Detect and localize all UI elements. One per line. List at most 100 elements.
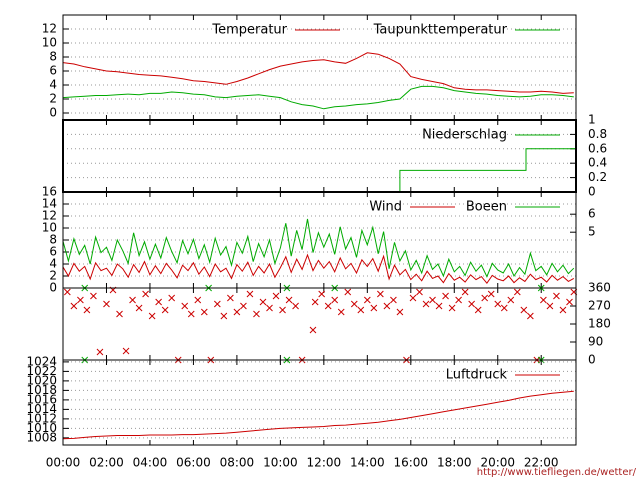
y-tick-label: 0.4 (588, 156, 607, 170)
y2-tick-label: 5 (588, 225, 596, 239)
y-tick-label: 10 (42, 36, 57, 50)
direction-point (103, 300, 110, 308)
direction-point (292, 302, 299, 310)
x-tick-label: 22:00 (524, 456, 559, 470)
direction-point (253, 310, 260, 318)
direction-point (540, 296, 547, 304)
y2-tick-label: 6 (588, 207, 596, 221)
legend-label: Boeen (466, 200, 507, 215)
direction-point (500, 304, 508, 312)
direction-point (233, 308, 241, 316)
direction-point (409, 294, 417, 302)
legend-label: Luftdruck (446, 368, 508, 383)
y-tick-label: 1022 (26, 364, 57, 378)
direction-point (246, 290, 254, 298)
y-tick-label: 1014 (26, 402, 57, 416)
x-tick-label: 08:00 (220, 456, 255, 470)
direction-point (285, 296, 293, 304)
direction-point (344, 288, 352, 296)
y-tick-label: 8 (49, 233, 57, 247)
direction-point (494, 300, 502, 308)
y-tick-label: 1016 (26, 392, 57, 406)
direction-point (324, 302, 332, 310)
y-tick-label: 0 (588, 353, 596, 367)
direction-point (396, 308, 404, 316)
y-tick-label: 360 (588, 281, 611, 295)
direction-point (161, 306, 169, 314)
direction-point (155, 298, 162, 306)
x-tick-label: 06:00 (176, 456, 211, 470)
direction-point (240, 302, 247, 310)
series-line (62, 85, 574, 110)
direction-point (337, 308, 345, 316)
series-line (62, 390, 574, 440)
direction-point (461, 288, 469, 296)
direction-point (357, 306, 365, 314)
y-tick-label: 1 (588, 113, 596, 127)
x-tick-label: 18:00 (437, 456, 472, 470)
direction-point (370, 304, 378, 312)
y-tick-label: 12 (42, 22, 57, 36)
footer-link: http://www.tiefliegen.de/wetter/ (477, 467, 637, 478)
y-tick-label: 2 (49, 92, 57, 106)
direction-point (435, 302, 443, 310)
direction-point (122, 347, 130, 355)
direction-point (559, 306, 567, 314)
direction-point (194, 296, 202, 304)
direction-point (553, 292, 560, 300)
direction-point (507, 296, 515, 304)
y-tick-label: 1010 (26, 421, 57, 435)
legend-label: Niederschlag (422, 128, 507, 143)
y-tick-label: 0 (49, 106, 57, 120)
x-tick-label: 12:00 (307, 456, 342, 470)
direction-point (363, 296, 371, 304)
direction-point (390, 296, 397, 304)
direction-point (148, 312, 156, 320)
x-tick-label: 00:00 (46, 456, 81, 470)
y-tick-label: 6 (49, 64, 57, 78)
y-tick-label: 12 (42, 209, 57, 223)
direction-point (309, 326, 317, 334)
direction-point (96, 348, 104, 356)
direction-point (77, 296, 84, 304)
series-line (62, 218, 575, 278)
y-tick-label: 4 (49, 257, 57, 271)
direction-point (546, 302, 554, 310)
y-tick-label: 14 (42, 197, 57, 211)
panel-frame (62, 359, 577, 446)
x-tick-label: 20:00 (480, 456, 515, 470)
y-tick-label: 0.6 (588, 141, 607, 155)
direction-point (481, 294, 489, 302)
direction-point (181, 302, 189, 310)
direction-point (135, 304, 143, 312)
direction-point (429, 296, 436, 304)
direction-point (187, 310, 195, 318)
direction-point (566, 298, 573, 306)
y-tick-label: 1018 (26, 383, 57, 397)
direction-point (63, 288, 71, 296)
y-tick-label: 0.2 (588, 170, 607, 184)
y-tick-label: 8 (49, 50, 57, 64)
y-tick-label: 4 (49, 78, 57, 92)
direction-point (377, 290, 384, 298)
y-tick-label: 6 (49, 245, 57, 259)
direction-point (474, 306, 482, 314)
y-tick-label: 180 (588, 317, 611, 331)
direction-point (220, 312, 228, 320)
y-tick-label: 0.8 (588, 127, 607, 141)
direction-point (455, 296, 462, 304)
direction-point (200, 308, 208, 316)
x-tick-label: 14:00 (350, 456, 385, 470)
direction-point (213, 300, 221, 308)
y-tick-label: 1008 (26, 430, 57, 444)
direction-point (416, 288, 423, 296)
direction-point (487, 290, 495, 298)
direction-point (331, 296, 339, 304)
y-tick-label: 0 (49, 281, 57, 295)
direction-point (83, 306, 91, 314)
legend-label: Temperatur (211, 23, 287, 38)
direction-point (90, 292, 97, 300)
direction-point (142, 290, 149, 298)
direction-point (520, 306, 528, 314)
